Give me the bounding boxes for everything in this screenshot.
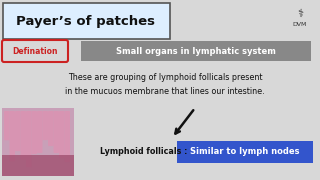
FancyBboxPatch shape: [15, 111, 20, 151]
FancyBboxPatch shape: [3, 3, 170, 39]
Text: Lymphoid follicals :: Lymphoid follicals :: [100, 147, 190, 156]
Text: These are grouping of lymphoid follicals present: These are grouping of lymphoid follicals…: [68, 73, 262, 82]
Text: Small organs in lymphatic system: Small organs in lymphatic system: [116, 48, 276, 57]
Text: DVM: DVM: [293, 21, 307, 26]
FancyBboxPatch shape: [4, 111, 10, 140]
Text: in the mucuos membrane that lines our intestine.: in the mucuos membrane that lines our in…: [65, 87, 265, 96]
FancyBboxPatch shape: [65, 111, 70, 162]
Text: Defination: Defination: [12, 48, 58, 57]
FancyBboxPatch shape: [177, 141, 313, 163]
FancyBboxPatch shape: [20, 111, 26, 160]
FancyBboxPatch shape: [2, 40, 68, 62]
FancyBboxPatch shape: [31, 111, 37, 154]
FancyBboxPatch shape: [2, 108, 74, 176]
FancyBboxPatch shape: [59, 111, 65, 158]
Text: Similar to lymph nodes: Similar to lymph nodes: [190, 147, 300, 156]
FancyBboxPatch shape: [48, 111, 53, 146]
FancyBboxPatch shape: [2, 155, 74, 176]
FancyBboxPatch shape: [37, 111, 43, 153]
FancyBboxPatch shape: [10, 111, 15, 161]
FancyBboxPatch shape: [81, 41, 311, 61]
Text: ⚕: ⚕: [297, 9, 303, 19]
FancyBboxPatch shape: [43, 111, 48, 140]
Text: Payer’s of patches: Payer’s of patches: [17, 15, 156, 28]
FancyBboxPatch shape: [26, 111, 31, 167]
FancyBboxPatch shape: [53, 111, 59, 153]
